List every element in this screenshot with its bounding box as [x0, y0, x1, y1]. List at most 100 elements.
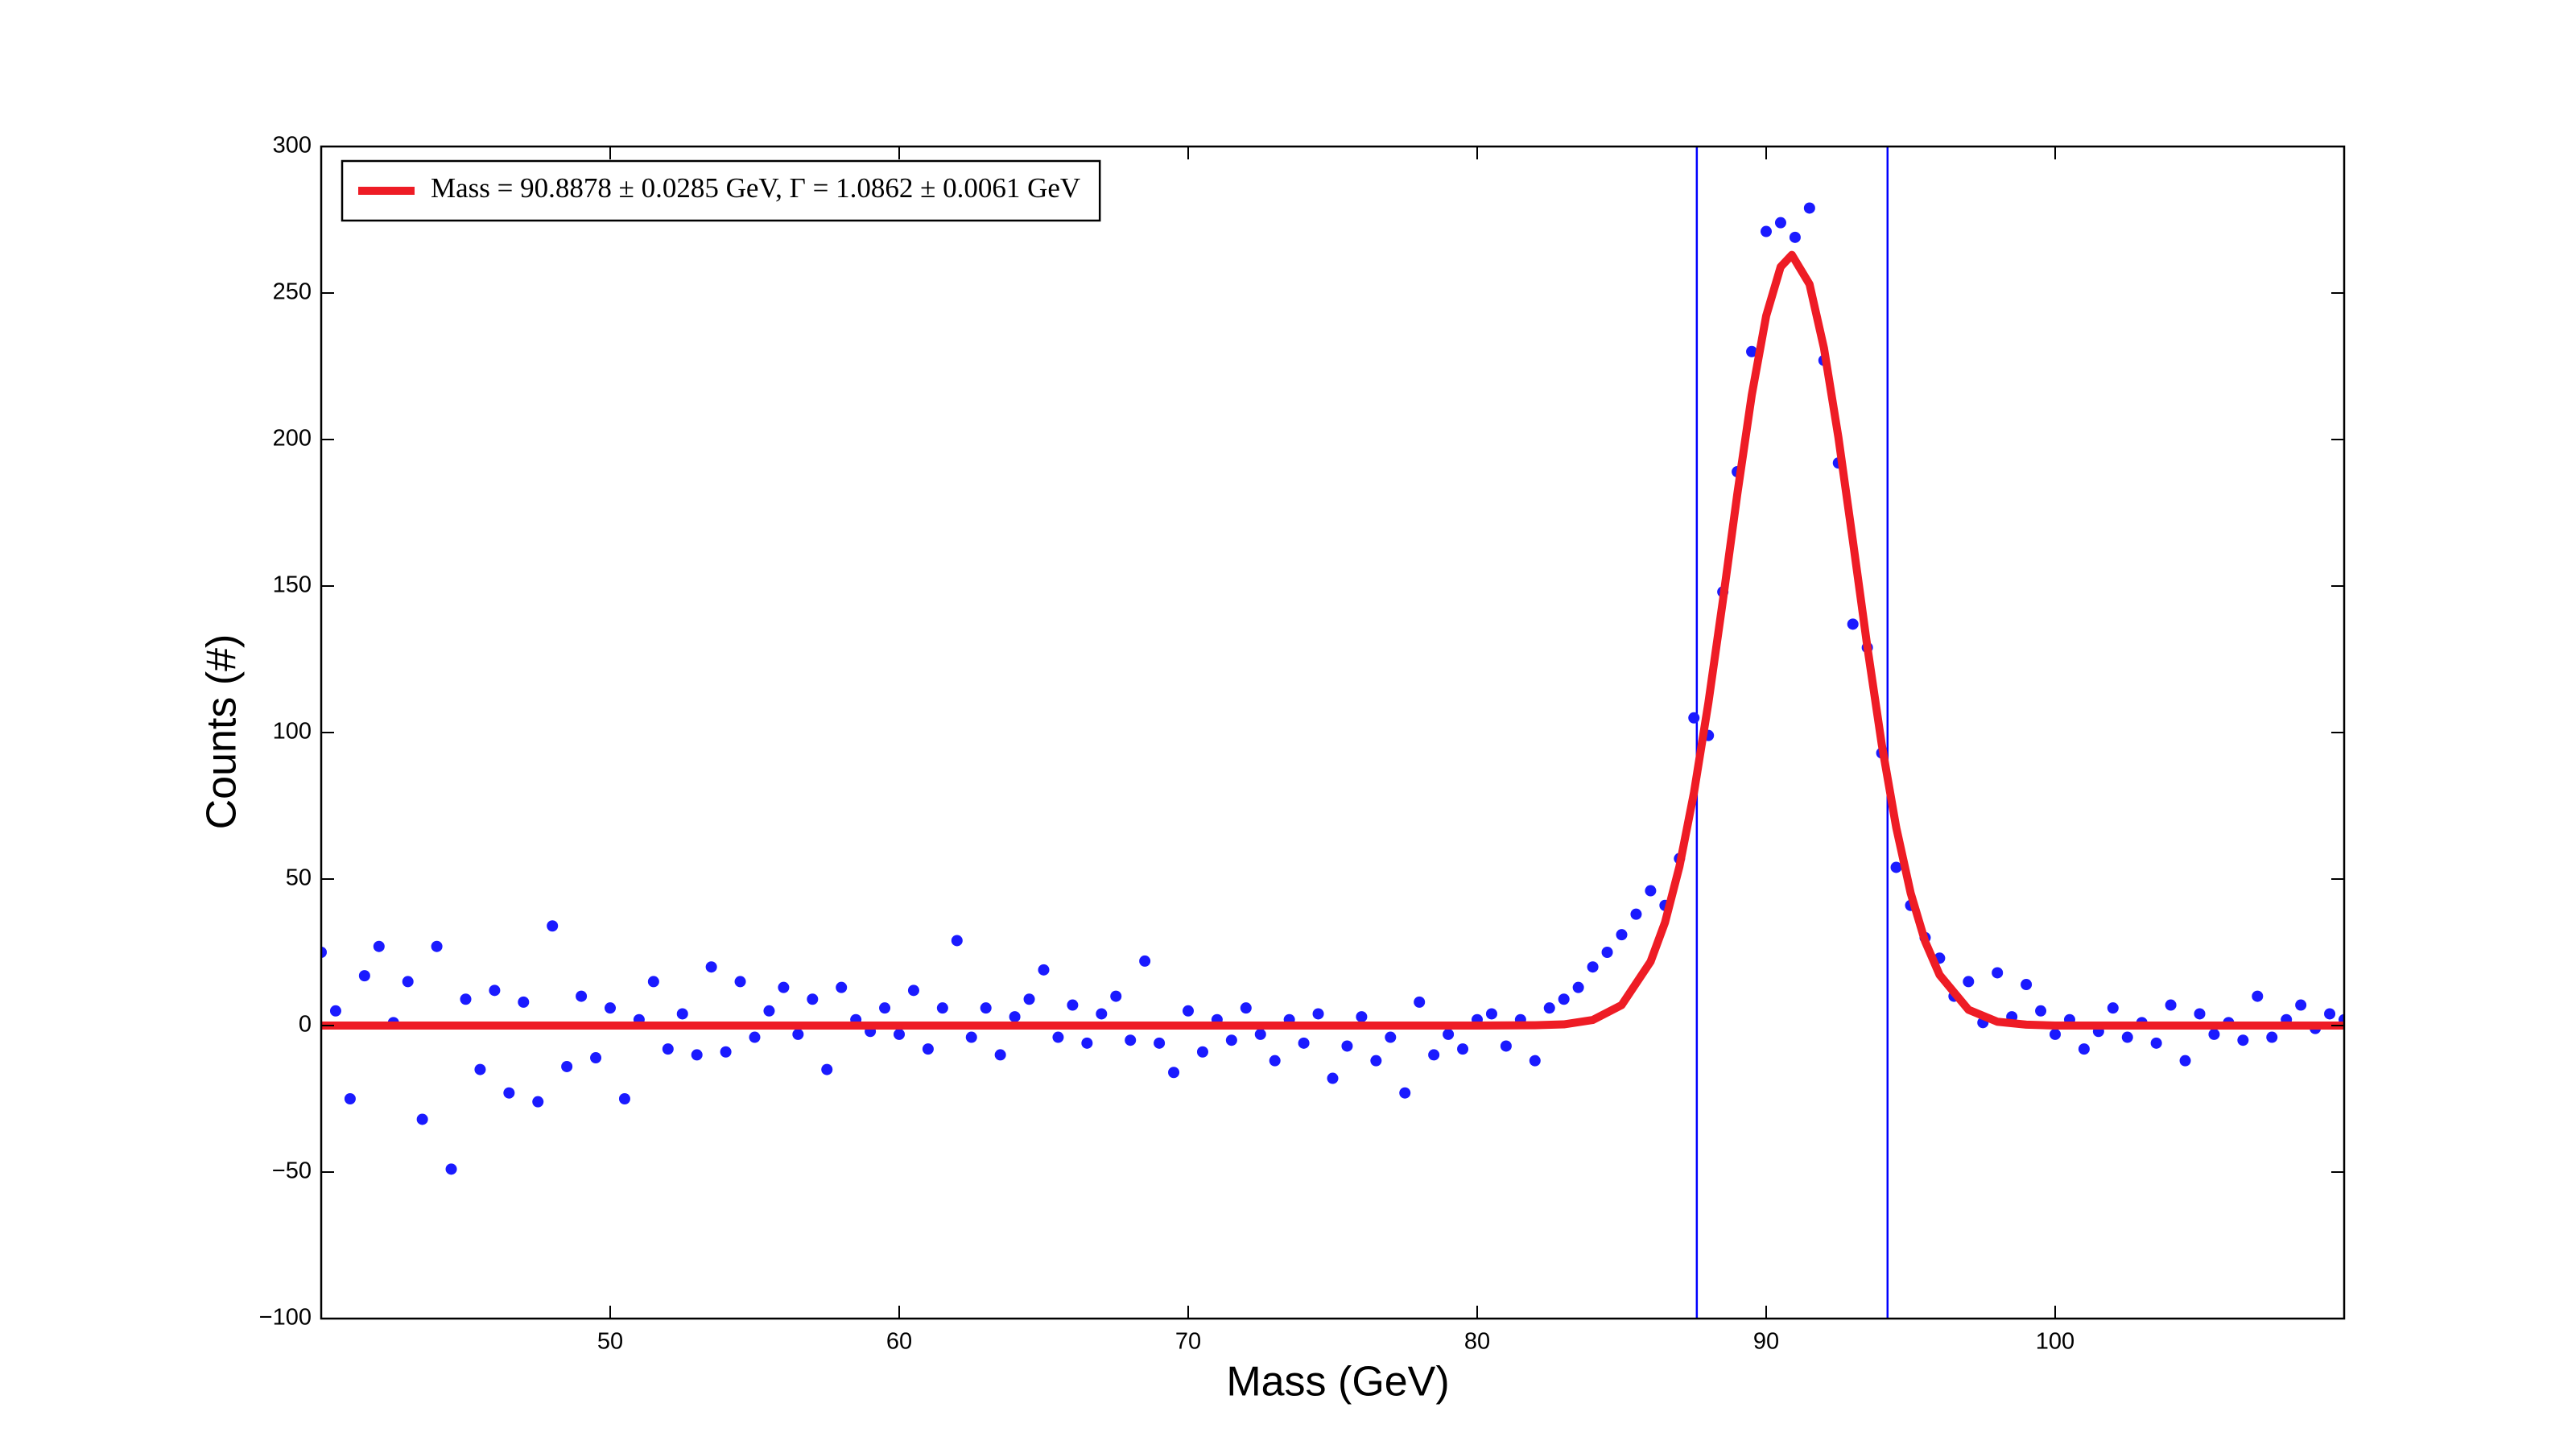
y-tick-label: 50 — [286, 865, 312, 891]
data-point — [980, 1002, 992, 1014]
data-point — [2237, 1034, 2249, 1046]
data-point — [1312, 1008, 1324, 1020]
data-point — [1298, 1037, 1310, 1049]
data-point — [1196, 1046, 1208, 1058]
data-point — [561, 1060, 573, 1072]
data-point — [1529, 1055, 1541, 1067]
legend-label: Mass = 90.8878 ± 0.0285 GeV, Γ = 1.0862 … — [431, 172, 1080, 204]
data-point — [778, 981, 790, 993]
data-point — [2107, 1002, 2119, 1014]
data-point — [1356, 1011, 1368, 1023]
data-point — [1500, 1040, 1512, 1052]
y-tick-label: 250 — [273, 279, 312, 305]
data-point — [321, 947, 327, 958]
data-point — [2324, 1008, 2336, 1020]
data-point — [1096, 1008, 1108, 1020]
data-point — [1789, 231, 1801, 243]
data-point — [460, 993, 472, 1005]
data-point — [1803, 202, 1815, 214]
data-point — [1038, 964, 1050, 976]
data-point — [1009, 1011, 1021, 1023]
y-tick-label: 100 — [273, 719, 312, 745]
axes: 50 60 70 80 90 100 −100 −50 0 50 100 150 200 250 300 Ma… — [259, 133, 2346, 1355]
x-tick-label: 100 — [2036, 1329, 2074, 1355]
data-point — [1370, 1055, 1382, 1067]
x-tick-label: 60 — [886, 1329, 912, 1355]
legend-box — [341, 159, 1101, 222]
data-point — [907, 984, 919, 997]
data-point — [474, 1063, 486, 1075]
data-point — [1385, 1031, 1397, 1043]
data-point — [358, 970, 370, 982]
data-point — [1139, 955, 1151, 967]
data-point — [1240, 1002, 1252, 1014]
x-tick-label: 70 — [1175, 1329, 1201, 1355]
data-point — [691, 1049, 703, 1061]
data-point — [1183, 1005, 1194, 1017]
data-point — [894, 1028, 905, 1040]
data-point — [1414, 996, 1426, 1008]
y-tick-label: 200 — [273, 426, 312, 452]
data-point — [1052, 1031, 1064, 1043]
data-point — [792, 1028, 804, 1040]
data-point — [402, 976, 414, 988]
data-point — [836, 981, 848, 993]
data-point — [590, 1052, 602, 1064]
x-tick-label: 50 — [597, 1329, 623, 1355]
data-point — [1761, 225, 1772, 237]
data-point — [1125, 1034, 1137, 1046]
y-tick-label: −100 — [259, 1305, 312, 1331]
data-point — [2194, 1008, 2206, 1020]
data-point — [2295, 999, 2307, 1011]
data-point — [2121, 1031, 2133, 1043]
y-tick-label: 150 — [273, 572, 312, 598]
data-point — [1110, 990, 1122, 1002]
data-point — [1225, 1034, 1237, 1046]
data-point — [1963, 976, 1975, 988]
data-point — [951, 935, 963, 947]
x-axis-label: Mass (GeV) — [1226, 1359, 1449, 1406]
x-tick-label: 90 — [1753, 1329, 1779, 1355]
data-point — [1645, 885, 1657, 897]
data-point — [1688, 712, 1700, 724]
data-point — [1746, 345, 1758, 357]
data-point — [2078, 1043, 2090, 1055]
data-point — [2266, 1031, 2278, 1043]
data-point — [734, 976, 746, 988]
data-point — [1543, 1002, 1555, 1014]
data-point — [1558, 993, 1570, 1005]
data-point — [373, 940, 385, 952]
data-point — [763, 1005, 775, 1017]
data-point — [503, 1087, 515, 1099]
data-point — [2208, 1028, 2220, 1040]
data-point — [936, 1002, 948, 1014]
data-point — [1341, 1040, 1353, 1052]
data-point — [1399, 1087, 1411, 1099]
data-point — [1457, 1043, 1469, 1055]
data-point — [647, 976, 659, 988]
data-point — [344, 1093, 356, 1104]
plot-area — [321, 147, 2344, 1319]
data-point — [489, 984, 501, 997]
data-point — [2021, 979, 2033, 991]
data-point — [879, 1002, 891, 1014]
data-point — [2252, 990, 2264, 1002]
data-point — [749, 1031, 761, 1043]
data-point — [1616, 929, 1628, 941]
data-point — [329, 1005, 341, 1017]
data-point — [576, 990, 588, 1002]
data-point — [1168, 1067, 1180, 1079]
data-point — [1023, 993, 1035, 1005]
data-point — [965, 1031, 977, 1043]
data-point — [1847, 618, 1859, 630]
data-point — [1254, 1028, 1266, 1040]
data-point — [1081, 1037, 1093, 1049]
data-point — [662, 1043, 674, 1055]
data-point — [1428, 1049, 1440, 1061]
data-point — [1443, 1028, 1455, 1040]
y-tick-label: −50 — [272, 1158, 312, 1184]
data-point — [1572, 981, 1584, 993]
data-point — [605, 1002, 616, 1014]
data-point — [1327, 1072, 1339, 1084]
